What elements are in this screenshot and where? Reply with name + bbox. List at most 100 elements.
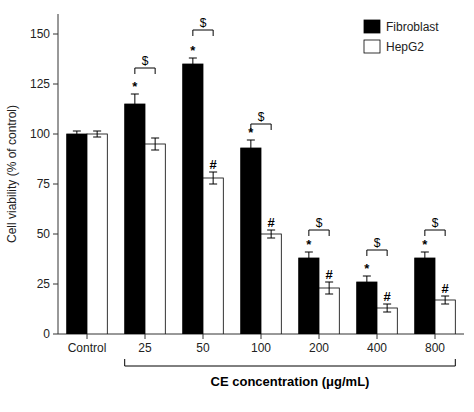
error-bar	[383, 304, 391, 312]
y-axis-line	[58, 14, 59, 334]
error-bar	[209, 172, 217, 184]
bracket-label: $	[316, 216, 323, 230]
y-tick	[53, 234, 58, 235]
error-cap	[131, 114, 139, 115]
x-tick	[319, 334, 320, 339]
error-cap	[363, 288, 371, 289]
bar	[67, 134, 87, 334]
error-line	[366, 276, 367, 288]
bracket-label: $	[258, 110, 265, 124]
bracket	[367, 250, 387, 256]
bar	[241, 148, 261, 334]
error-line	[445, 296, 446, 304]
significance-mark: *	[306, 237, 312, 252]
significance-mark: *	[364, 261, 370, 276]
error-cap	[247, 156, 255, 157]
legend-label: Fibroblast	[386, 20, 439, 34]
x-tick-label: Control	[68, 341, 107, 355]
error-cap	[73, 137, 81, 138]
x-tick	[435, 334, 436, 339]
bar	[125, 104, 145, 334]
x-label-bracket	[125, 359, 456, 366]
x-tick-label: 400	[367, 341, 387, 355]
bracket	[425, 230, 445, 236]
legend: Fibroblast HepG2	[364, 20, 439, 54]
error-cap	[441, 304, 449, 305]
error-cap	[151, 150, 159, 151]
significance-mark: #	[442, 281, 450, 296]
error-bar	[189, 58, 197, 70]
x-tick	[261, 334, 262, 339]
error-bar	[441, 296, 449, 304]
legend-label: HepG2	[386, 40, 424, 54]
x-tick	[203, 334, 204, 339]
y-axis-label: Cell viability (% of control)	[5, 105, 19, 243]
error-line	[213, 172, 214, 184]
bracket	[193, 30, 213, 36]
y-tick-label: 150	[30, 27, 50, 41]
error-bar	[421, 252, 429, 264]
error-bar	[73, 131, 81, 137]
x-axis: Control2550100200400800	[58, 334, 464, 355]
error-bar	[325, 282, 333, 294]
y-tick	[53, 184, 58, 185]
error-cap	[209, 184, 217, 185]
bracket	[309, 230, 329, 236]
significance-mark: #	[326, 267, 334, 282]
significance-mark: *	[422, 237, 428, 252]
error-cap	[151, 138, 159, 139]
bar	[319, 288, 339, 334]
y-axis: 0255075100125150	[30, 14, 58, 341]
error-cap	[93, 131, 101, 132]
x-tick-label: 50	[196, 341, 210, 355]
y-tick	[53, 284, 58, 285]
error-line	[155, 138, 156, 150]
legend-swatch	[364, 40, 380, 53]
y-tick-label: 25	[37, 277, 51, 291]
plot-area	[67, 58, 456, 334]
error-bar	[247, 140, 255, 156]
y-tick-label: 0	[43, 327, 50, 341]
error-line	[250, 140, 251, 156]
bar	[145, 144, 165, 334]
series	[87, 131, 455, 334]
bar	[203, 178, 223, 334]
x-tick	[377, 334, 378, 339]
error-line	[271, 230, 272, 238]
significance-mark: #	[384, 289, 392, 304]
error-bar	[363, 276, 371, 288]
y-tick	[53, 84, 58, 85]
bar	[261, 234, 281, 334]
legend-swatch	[364, 20, 380, 33]
x-tick	[87, 334, 88, 339]
error-line	[387, 304, 388, 312]
error-bar	[305, 252, 313, 264]
x-tick-label: 200	[309, 341, 329, 355]
y-tick-label: 125	[30, 77, 50, 91]
error-bar	[93, 131, 101, 137]
bracket-label: $	[374, 236, 381, 250]
bracket	[135, 68, 155, 74]
bracket-label: $	[142, 54, 149, 68]
error-line	[76, 131, 77, 137]
error-line	[97, 131, 98, 137]
significance-mark: #	[268, 215, 276, 230]
significance-mark: #	[210, 157, 218, 172]
bar	[377, 308, 397, 334]
y-tick-label: 50	[37, 227, 51, 241]
bar	[435, 300, 455, 334]
series	[67, 58, 435, 334]
y-tick	[53, 134, 58, 135]
error-cap	[267, 238, 275, 239]
error-bar	[151, 138, 159, 150]
error-line	[192, 58, 193, 70]
error-line	[424, 252, 425, 264]
bracket-label: $	[432, 216, 439, 230]
x-tick-label: 25	[138, 341, 152, 355]
error-cap	[421, 264, 429, 265]
bar	[299, 258, 319, 334]
error-cap	[305, 264, 313, 265]
bracket	[251, 124, 271, 130]
x-axis-label: CE concentration (μg/mL)	[211, 374, 370, 389]
error-cap	[73, 131, 81, 132]
